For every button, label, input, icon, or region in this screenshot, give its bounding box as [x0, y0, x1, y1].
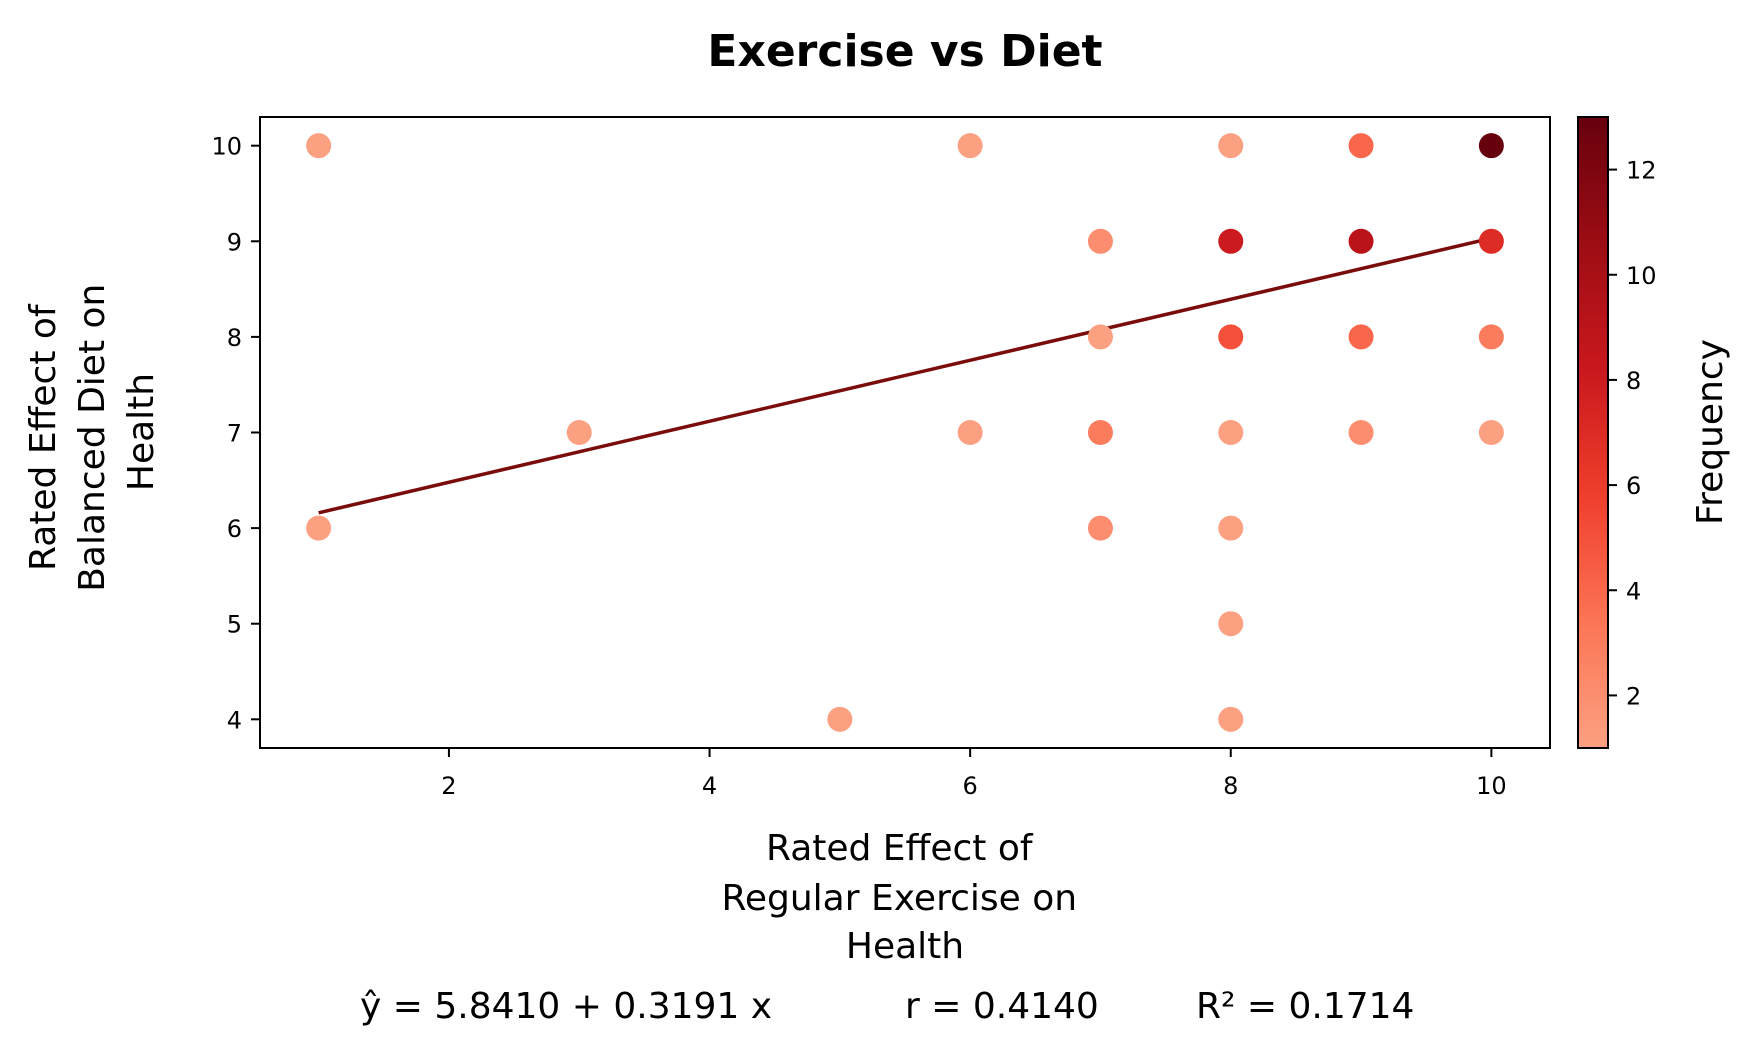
x-tick-label: 4: [702, 772, 717, 800]
data-point: [1348, 324, 1374, 350]
data-point: [306, 515, 332, 541]
data-point: [1218, 133, 1244, 159]
chart-title: Exercise vs Diet: [707, 26, 1102, 77]
x-tick-label: 6: [963, 772, 978, 800]
y-tick-label: 10: [211, 133, 242, 161]
regression-line: [318, 236, 1492, 515]
data-point: [1478, 420, 1504, 445]
x-axis-label-line-3: Health: [846, 926, 964, 967]
data-point: [1218, 611, 1244, 637]
data-point: [1218, 324, 1244, 350]
y-axis-label-line-3: Health: [121, 373, 162, 491]
data-point: [1478, 133, 1504, 159]
y-tick-label: 4: [227, 706, 242, 734]
colorbar-label: Frequency: [1690, 339, 1731, 525]
colorbar-ticks: 2 4 6 8 10 12: [1608, 157, 1657, 710]
colorbar: [1577, 116, 1609, 749]
x-axis-ticks: 2 4 6 8 10: [441, 748, 1507, 800]
y-tick-label: 6: [227, 515, 242, 543]
data-point: [566, 420, 592, 445]
data-point: [1087, 228, 1113, 254]
regression-layer: [318, 236, 1492, 515]
x-tick-label: 2: [441, 772, 456, 800]
x-axis-label-line-2: Regular Exercise on: [721, 878, 1077, 919]
x-axis-label: Rated Effect of Regular Exercise on Heal…: [721, 828, 1088, 967]
y-tick-label: 9: [227, 228, 242, 256]
data-point: [957, 420, 983, 445]
points-layer: [306, 133, 1504, 732]
data-point: [1218, 228, 1244, 254]
data-point: [1478, 324, 1504, 350]
x-tick-label: 10: [1476, 772, 1507, 800]
colorbar-tick-label: 12: [1626, 157, 1657, 185]
colorbar-tick-label: 10: [1626, 262, 1657, 290]
colorbar-tick-label: 4: [1626, 577, 1641, 605]
data-point: [1348, 228, 1374, 254]
data-point: [1348, 420, 1374, 445]
regression-equation: ŷ = 5.8410 + 0.3191 x: [360, 986, 772, 1027]
data-point: [306, 133, 332, 159]
y-tick-label: 5: [227, 611, 242, 639]
data-point: [957, 133, 983, 159]
x-axis-label-line-1: Rated Effect of: [766, 828, 1034, 869]
data-point: [1087, 324, 1113, 350]
colorbar-tick-label: 6: [1626, 472, 1641, 500]
y-axis-label-line-1: Rated Effect of: [23, 303, 64, 571]
colorbar-tick-label: 2: [1626, 682, 1641, 710]
y-axis-label: Rated Effect of Balanced Diet on Health: [23, 272, 162, 592]
data-point: [1087, 515, 1113, 541]
data-point: [1218, 515, 1244, 541]
data-point: [1218, 420, 1244, 445]
r-squared: R² = 0.1714: [1196, 986, 1414, 1027]
data-point: [1348, 133, 1374, 159]
data-point: [1478, 228, 1504, 254]
data-point: [1218, 706, 1244, 732]
y-axis-ticks: 4 5 6 7 8 9 10: [211, 133, 260, 734]
y-tick-label: 8: [227, 324, 242, 352]
colorbar-tick-label: 8: [1626, 367, 1641, 395]
y-tick-label: 7: [227, 420, 242, 448]
data-point: [827, 706, 853, 732]
y-axis-label-line-2: Balanced Diet on: [72, 284, 113, 592]
correlation-r: r = 0.4140: [905, 986, 1099, 1027]
plot-area: [259, 116, 1551, 749]
x-tick-label: 8: [1223, 772, 1238, 800]
data-point: [1087, 420, 1113, 445]
